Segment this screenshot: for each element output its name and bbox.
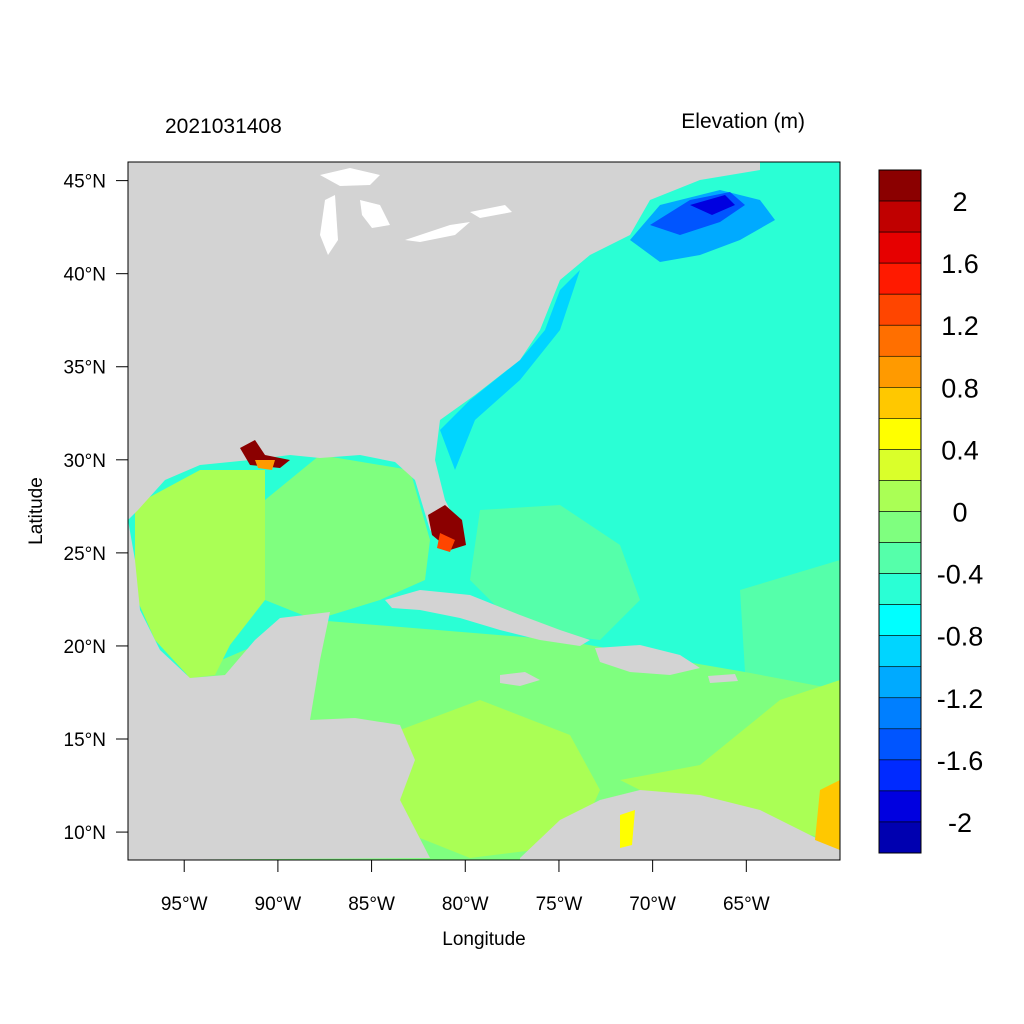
variable-title: Elevation (m) — [681, 110, 805, 133]
colorbar-label: -1.6 — [937, 746, 984, 776]
bahamas-region — [470, 505, 640, 640]
east-coast-shelf — [440, 270, 580, 470]
lon-tick-label: 90°W — [255, 894, 302, 915]
colorbar-swatch — [878, 573, 922, 605]
lat-tick-label: 35°N — [64, 358, 106, 379]
plot-frame — [127, 161, 841, 861]
longitude-axis: 95°W 90°W 85°W 80°W 75°W 70°W 65°W — [161, 860, 770, 915]
lon-tick-label: 95°W — [161, 894, 208, 915]
colorbar-swatch — [878, 324, 922, 357]
lon-tick-label: 80°W — [442, 894, 489, 915]
south-florida-surge — [428, 505, 466, 550]
colorbar-swatch — [878, 169, 922, 202]
lat-tick-label: 40°N — [64, 265, 106, 286]
caribbean-south-region — [400, 700, 600, 858]
colorbar-label: 1.6 — [941, 249, 979, 279]
puerto-rico-land — [708, 674, 738, 683]
colorbar-swatch — [878, 542, 922, 574]
colorbar-label: 2 — [952, 187, 967, 217]
colorbar-label: 0 — [952, 498, 967, 528]
colorbar-label: -0.4 — [937, 560, 984, 590]
lat-tick-label: 25°N — [64, 544, 106, 565]
louisiana-coastal-high — [255, 460, 275, 470]
lon-tick-label: 85°W — [348, 894, 395, 915]
lake-erie — [405, 222, 470, 242]
louisiana-surge — [240, 440, 290, 468]
lake-superior — [320, 168, 380, 186]
colorbar-label: 1.2 — [941, 311, 979, 341]
central-america-land — [128, 520, 430, 860]
colorbar-swatch — [878, 821, 922, 854]
colorbar-swatch — [878, 262, 922, 295]
timestamp-title: 2021031408 — [165, 115, 282, 138]
colorbar-swatch — [878, 480, 922, 512]
colorbar-swatch — [878, 355, 922, 388]
colorbar-swatch — [878, 449, 922, 481]
gulf-of-maine-minimum — [690, 195, 735, 215]
maracaibo-high — [620, 810, 635, 848]
lon-tick-label: 65°W — [723, 894, 770, 915]
colorbar-swatch — [878, 418, 922, 450]
colorbar-label: -2 — [948, 808, 972, 838]
south-america-land — [520, 790, 840, 860]
colorbar-swatch — [878, 387, 922, 419]
florida-keys-surge — [437, 533, 455, 552]
lon-tick-label: 75°W — [536, 894, 583, 915]
north-america-land — [128, 162, 760, 545]
gulf-west-region — [135, 470, 265, 678]
colorbar-swatch — [878, 728, 922, 761]
lat-tick-label: 20°N — [64, 637, 106, 658]
y-axis-label: Latitude — [26, 477, 47, 545]
colorbar-swatch — [878, 604, 922, 636]
colorbar-swatch — [878, 200, 922, 233]
jamaica-land — [500, 672, 540, 686]
colorbar-swatch — [878, 635, 922, 668]
gulf-east-region — [265, 455, 430, 620]
lat-tick-label: 30°N — [64, 451, 106, 472]
southeast-coastal-high — [815, 780, 840, 850]
colorbar-swatch — [878, 666, 922, 699]
colorbar-label: 0.8 — [941, 373, 979, 403]
cuba-land — [385, 590, 590, 646]
colorbar-label: 0.4 — [941, 435, 979, 465]
colorbar-label: -1.2 — [937, 684, 984, 714]
lake-huron — [360, 200, 390, 228]
lat-tick-label: 10°N — [64, 823, 106, 844]
hispaniola-land — [595, 645, 700, 675]
colorbar-swatch — [878, 697, 922, 730]
latitude-axis: 10°N 15°N 20°N 25°N 30°N 35°N 40°N 45°N — [64, 172, 128, 844]
lake-michigan — [320, 195, 338, 255]
colorbar-swatch — [878, 511, 922, 543]
colorbar-swatch — [878, 759, 922, 792]
colorbar: 2 1.6 1.2 0.8 0.4 0 -0.4 -0.8 -1.2 -1.6 -2 — [878, 169, 984, 854]
lat-tick-label: 45°N — [64, 172, 106, 193]
colorbar-swatch — [878, 293, 922, 326]
southeast-atlantic-region — [740, 560, 840, 690]
map-plot-area — [128, 162, 840, 860]
colorbar-frame — [878, 169, 922, 854]
lat-tick-label: 15°N — [64, 730, 106, 751]
x-axis-label: Longitude — [442, 929, 525, 950]
lake-ontario — [470, 205, 512, 218]
colorbar-swatch — [878, 231, 922, 264]
lon-tick-label: 70°W — [629, 894, 676, 915]
colorbar-swatch — [878, 790, 922, 823]
colorbar-label: -0.8 — [937, 622, 984, 652]
